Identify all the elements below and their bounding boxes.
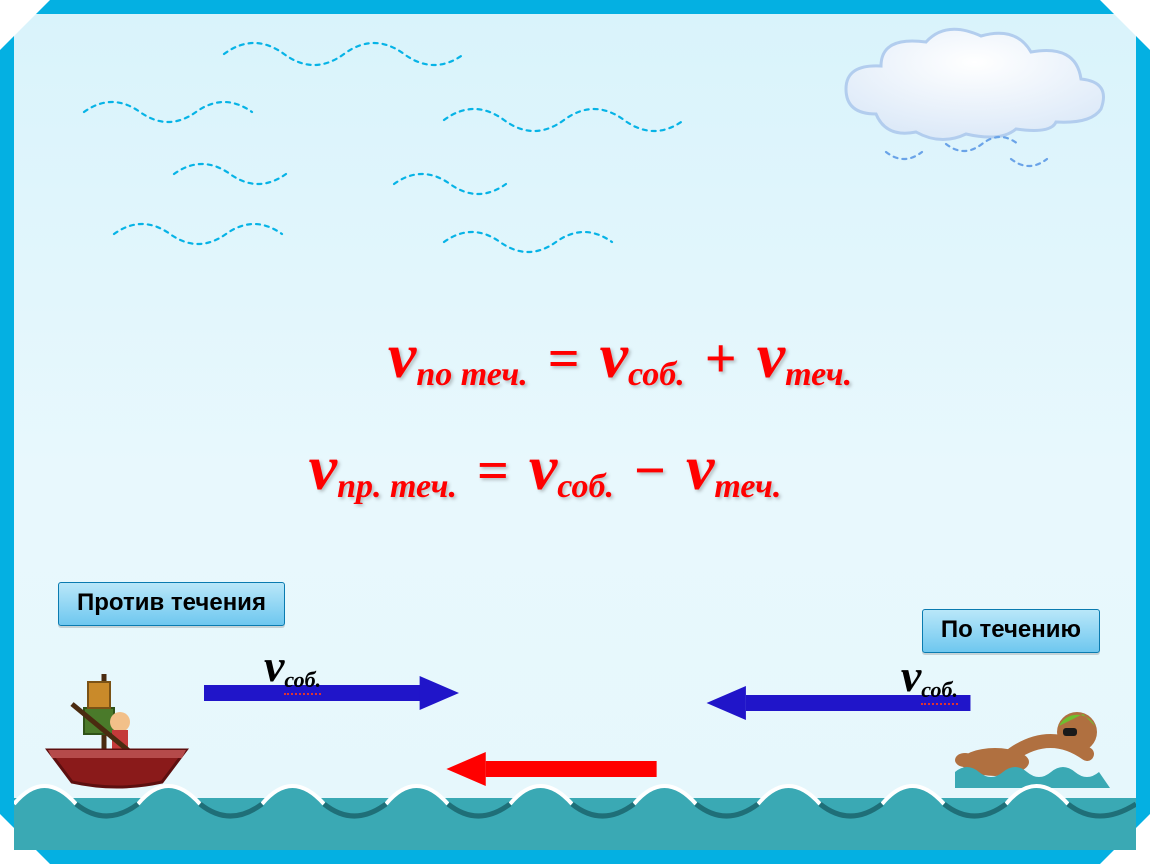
- formula-sub: пр. теч.: [337, 468, 457, 505]
- label-against-current: Против течения: [58, 582, 285, 626]
- formula-upstream: vпр. теч. = vсоб. − vтеч.: [0, 431, 1136, 505]
- formula-sub: теч.: [714, 468, 781, 505]
- slide-frame: vпо теч. = vсоб. + vтеч. vпр. теч. = vсо…: [0, 0, 1150, 864]
- sky-squiggles: [24, 24, 784, 254]
- arrow-vsob-left: [189, 676, 474, 710]
- formula-var: v: [309, 432, 337, 503]
- minus-sign: −: [628, 440, 672, 502]
- formula-var: v: [686, 432, 714, 503]
- plus-sign: +: [699, 328, 743, 390]
- formula-var: v: [529, 432, 557, 503]
- arrow-label-vsob-left: vсоб.: [264, 639, 321, 692]
- arrow-label-vsob-right: vсоб.: [901, 649, 958, 702]
- formula-downstream: vпо теч. = vсоб. + vтеч.: [104, 319, 1136, 393]
- formula-var: v: [388, 320, 416, 391]
- formulas-block: vпо теч. = vсоб. + vтеч. vпр. теч. = vсо…: [14, 319, 1136, 505]
- equals-sign: =: [471, 440, 515, 502]
- formula-sub: соб.: [628, 356, 685, 393]
- water-waves: [14, 764, 1136, 850]
- formula-sub: по теч.: [416, 356, 527, 393]
- formula-sub: соб.: [557, 468, 614, 505]
- formula-var: v: [600, 320, 628, 391]
- formula-var: v: [757, 320, 785, 391]
- formula-sub: теч.: [785, 356, 852, 393]
- water-scene: vсоб. vсоб. vтеч.: [14, 630, 1136, 850]
- cloud-icon: [826, 24, 1116, 174]
- equals-sign: =: [542, 328, 586, 390]
